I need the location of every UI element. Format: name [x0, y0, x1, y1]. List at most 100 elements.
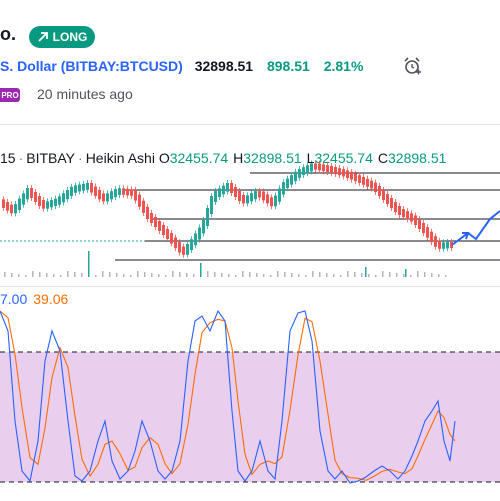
candle-body [242, 195, 245, 204]
symbol-description[interactable]: S. Dollar [0, 58, 57, 74]
candle-body [342, 169, 345, 177]
volume-bar [375, 275, 377, 277]
legend-interval: 15 [0, 150, 16, 166]
pro-badge: PRO [0, 88, 20, 102]
legend-high-label: H [233, 150, 244, 166]
candle-body [234, 187, 237, 197]
candle-body [114, 189, 117, 198]
volume-bar [32, 271, 34, 277]
candle-body [362, 176, 365, 185]
candle-body [330, 166, 333, 174]
stoch-d-line [0, 310, 456, 481]
volume-bar [116, 273, 118, 277]
candle-body [382, 190, 385, 200]
symbol-ticker-link[interactable]: (BITBAY:BTCUSD) [60, 58, 183, 74]
arrow-up-right-icon [38, 32, 48, 42]
volume-bar [291, 273, 293, 277]
candle-body [430, 231, 433, 243]
candle-body [250, 193, 253, 202]
volume-bar [81, 273, 83, 277]
candle-body [122, 188, 125, 195]
volume-bar [368, 274, 370, 277]
candle-body [278, 188, 281, 202]
legend-open: 32455.74 [169, 150, 229, 166]
price-change-percent: 2.81% [323, 58, 364, 74]
volume-bar [417, 271, 419, 277]
candle-body [74, 185, 77, 193]
volume-bar [53, 274, 55, 277]
candle-body [350, 172, 353, 180]
volume-bar [186, 273, 188, 277]
candle-body [254, 191, 257, 200]
legend-chart-style: Heikin Ashi [85, 150, 155, 166]
candle-body [178, 242, 181, 253]
volume-bar [165, 275, 167, 277]
candle-body [94, 186, 97, 196]
candle-body [142, 200, 145, 213]
candle-body [186, 244, 189, 255]
candle-body [54, 198, 57, 206]
candle-body [346, 170, 349, 178]
candle-body [58, 196, 61, 205]
candle-body [398, 206, 401, 216]
volume-bar [410, 275, 412, 277]
candle-body [426, 227, 429, 238]
volume-bar [39, 272, 41, 277]
volume-bar [445, 275, 447, 277]
candle-body [154, 217, 157, 227]
price-chart[interactable] [0, 124, 500, 285]
candles [2, 160, 453, 258]
volume-bar [256, 273, 258, 277]
candle-body [210, 196, 213, 214]
volume-bar [123, 274, 125, 277]
candle-body [358, 175, 361, 183]
long-badge: LONG [29, 26, 95, 48]
candle-body [214, 191, 217, 202]
candle-body [206, 208, 209, 226]
candle-body [310, 163, 313, 172]
stoch-d-value: 39.06 [33, 291, 69, 307]
candle-body [238, 191, 241, 201]
volume-bars [4, 251, 447, 277]
candle-body [194, 233, 197, 246]
candle-body [406, 211, 409, 220]
candle-body [82, 183, 85, 191]
candle-body [202, 220, 205, 234]
volume-bar [382, 271, 384, 277]
candle-body [170, 233, 173, 244]
candle-body [86, 183, 89, 190]
candle-body [174, 237, 177, 249]
volume-bar [193, 274, 195, 277]
stoch-rsi-pane[interactable] [0, 286, 500, 501]
stoch-k-value: 7.00 [0, 291, 28, 307]
candle-body [402, 209, 405, 218]
candle-body [274, 195, 277, 207]
candle-body [378, 186, 381, 196]
chart-legend: 15 · BITBAY · Heikin Ashi O32455.74 H32898.51… [0, 150, 447, 166]
volume-bar [172, 271, 174, 277]
candle-body [130, 189, 133, 196]
volume-bar [326, 273, 328, 277]
symbol-line: S. Dollar (BITBAY:BTCUSD) 32898.51 898.5… [0, 58, 363, 74]
candle-body [46, 201, 49, 209]
volume-bar [319, 272, 321, 277]
volume-bar [347, 271, 349, 277]
candle-body [102, 193, 105, 202]
candle-body [118, 188, 121, 196]
volume-bar [46, 273, 48, 277]
candle-body [26, 188, 29, 200]
candle-body [110, 191, 113, 200]
volume-spike [200, 263, 202, 277]
alarm-clock-icon[interactable] [402, 56, 422, 76]
candle-body [150, 213, 153, 223]
candle-body [422, 223, 425, 234]
stoch-k-line [0, 309, 456, 484]
volume-bar [4, 272, 6, 277]
candle-body [438, 240, 441, 249]
volume-bar [144, 272, 146, 277]
candle-body [442, 242, 445, 249]
candle-body [226, 183, 229, 192]
volume-bar [179, 272, 181, 277]
volume-bar [361, 273, 363, 277]
volume-bar [235, 275, 237, 277]
